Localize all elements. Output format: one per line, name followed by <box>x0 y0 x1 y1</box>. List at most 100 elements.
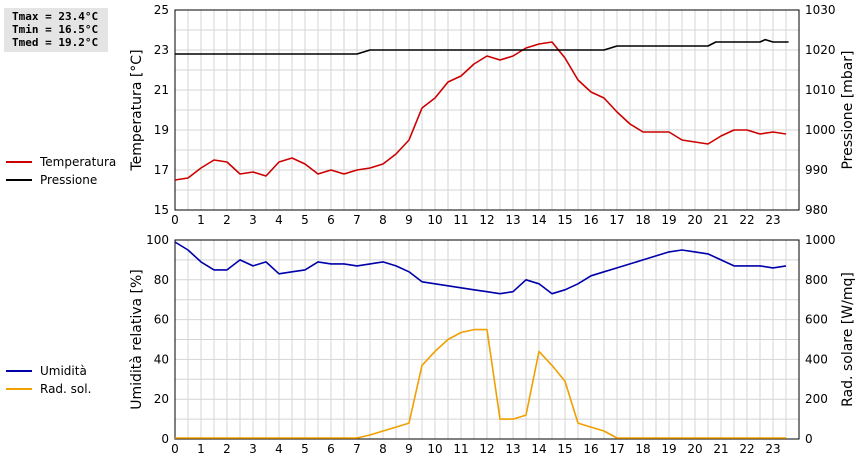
stats-box: Tmax = 23.4°C Tmin = 16.5°C Tmed = 19.2°… <box>4 8 108 52</box>
series-line-umidit <box>174 241 787 295</box>
x-tick-label: 16 <box>583 213 598 227</box>
pressure-swatch <box>6 179 32 181</box>
x-tick-label: 10 <box>427 213 442 227</box>
plot-frame <box>174 9 800 211</box>
legend-bottom: Umidità Rad. sol. <box>6 362 91 398</box>
x-tick-label: 11 <box>453 442 468 456</box>
x-tick-label: 23 <box>765 213 780 227</box>
x-tick-label: 4 <box>275 213 283 227</box>
x-tick-label: 19 <box>661 442 676 456</box>
x-tick-label: 15 <box>557 442 572 456</box>
x-tick-label: 6 <box>327 442 335 456</box>
y-tick-label-right: 1020 <box>805 43 836 57</box>
y-tick-label-left: 23 <box>154 43 169 57</box>
humidity-swatch <box>6 370 32 372</box>
y-tick-label-right: 1030 <box>805 3 836 17</box>
series-line-pressione <box>175 38 789 55</box>
series-line-temperatura <box>174 41 787 181</box>
x-tick-label: 3 <box>249 442 257 456</box>
y-tick-label-left: 17 <box>154 163 169 177</box>
tmin-label: Tmin = 16.5°C <box>12 23 99 36</box>
x-tick-label: 22 <box>739 213 754 227</box>
x-tick-label: 6 <box>327 213 335 227</box>
x-tick-label: 16 <box>583 442 598 456</box>
y-tick-label-left: 20 <box>154 392 169 406</box>
y-tick-label-right: 1010 <box>805 83 836 97</box>
y-tick-label-right: 600 <box>805 313 828 327</box>
x-tick-label: 10 <box>427 442 442 456</box>
temperature-swatch <box>6 161 32 163</box>
x-tick-label: 13 <box>505 213 520 227</box>
x-tick-label: 9 <box>405 213 413 227</box>
x-tick-label: 1 <box>197 442 205 456</box>
tmax-label: Tmax = 23.4°C <box>12 10 99 23</box>
x-tick-label: 18 <box>635 213 650 227</box>
legend-label-temperature: Temperatura <box>40 155 117 169</box>
x-tick-label: 9 <box>405 442 413 456</box>
x-tick-label: 17 <box>609 442 624 456</box>
y-tick-label-right: 0 <box>805 432 813 446</box>
legend-item-humidity: Umidità <box>6 362 91 380</box>
y-tick-label-left: 15 <box>154 203 169 217</box>
x-tick-label: 12 <box>479 213 494 227</box>
x-tick-label: 20 <box>687 213 702 227</box>
y-axis-title-right: Rad. solare [W/mq] <box>840 272 856 407</box>
radiation-swatch <box>6 388 32 390</box>
x-tick-label: 0 <box>171 213 179 227</box>
y-tick-label-right: 800 <box>805 273 828 287</box>
legend-item-temperature: Temperatura <box>6 153 116 171</box>
x-tick-label: 3 <box>249 213 257 227</box>
legend-top: Temperatura Pressione <box>6 153 116 189</box>
y-tick-label-left: 60 <box>154 313 169 327</box>
y-tick-label-left: 100 <box>146 233 169 247</box>
y-tick-label-right: 1000 <box>805 123 836 137</box>
x-tick-label: 12 <box>479 442 494 456</box>
y-tick-label-right: 1000 <box>805 233 836 247</box>
x-tick-label: 22 <box>739 442 754 456</box>
x-tick-label: 4 <box>275 442 283 456</box>
y-tick-label-left: 21 <box>154 83 169 97</box>
y-tick-label-right: 400 <box>805 352 828 366</box>
tmed-label: Tmed = 19.2°C <box>12 36 99 49</box>
x-tick-label: 21 <box>713 213 728 227</box>
x-tick-label: 0 <box>171 442 179 456</box>
x-tick-label: 5 <box>301 442 309 456</box>
x-tick-label: 17 <box>609 213 624 227</box>
x-tick-label: 21 <box>713 442 728 456</box>
x-tick-label: 8 <box>379 442 387 456</box>
x-tick-label: 18 <box>635 442 650 456</box>
y-tick-label-left: 25 <box>154 3 169 17</box>
y-tick-label-left: 80 <box>154 273 169 287</box>
legend-label-humidity: Umidità <box>40 364 87 378</box>
y-tick-label-right: 980 <box>805 203 828 217</box>
x-tick-label: 15 <box>557 213 572 227</box>
x-tick-label: 14 <box>531 213 546 227</box>
y-tick-label-right: 990 <box>805 163 828 177</box>
x-tick-label: 1 <box>197 213 205 227</box>
y-tick-label-right: 200 <box>805 392 828 406</box>
x-tick-label: 19 <box>661 213 676 227</box>
legend-label-pressure: Pressione <box>40 173 98 187</box>
y-tick-label-left: 19 <box>154 123 169 137</box>
x-tick-label: 5 <box>301 213 309 227</box>
x-tick-label: 2 <box>223 213 231 227</box>
y-axis-title-right: Pressione [mbar] <box>840 50 856 169</box>
legend-item-radiation: Rad. sol. <box>6 380 91 398</box>
y-axis-title-left: Temperatura [°C] <box>129 49 145 171</box>
y-axis-title-left: Umidità relativa [%] <box>129 269 145 410</box>
legend-item-pressure: Pressione <box>6 171 116 189</box>
series-line-rad-sol <box>175 328 786 439</box>
x-tick-label: 8 <box>379 213 387 227</box>
x-tick-label: 23 <box>765 442 780 456</box>
x-tick-label: 2 <box>223 442 231 456</box>
plot-frame <box>174 239 800 440</box>
y-tick-label-left: 0 <box>161 432 169 446</box>
x-tick-label: 7 <box>353 442 361 456</box>
x-tick-label: 13 <box>505 442 520 456</box>
x-tick-label: 11 <box>453 213 468 227</box>
x-tick-label: 14 <box>531 442 546 456</box>
x-tick-label: 20 <box>687 442 702 456</box>
x-tick-label: 7 <box>353 213 361 227</box>
y-tick-label-left: 40 <box>154 352 169 366</box>
